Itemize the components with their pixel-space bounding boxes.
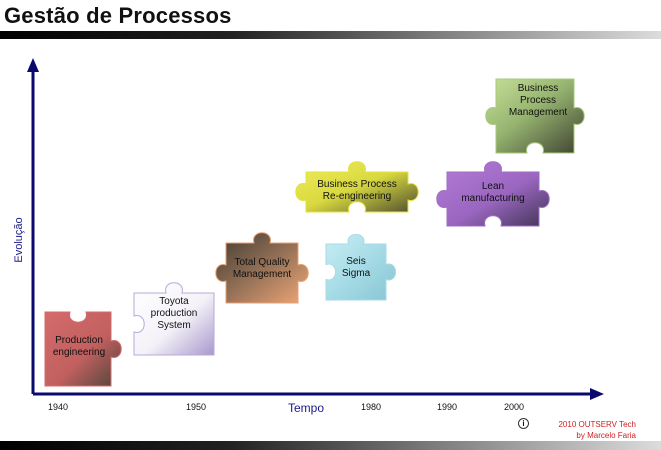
puzzle-piece-label: Total Quality Management	[233, 257, 292, 280]
puzzle-piece-label: Seis Sigma	[342, 256, 371, 279]
puzzle-piece-label: Toyota production System	[151, 296, 198, 331]
credit-line-2: by Marcelo Faria	[576, 431, 636, 440]
tick-1950: 1950	[186, 402, 206, 412]
puzzle-piece-label: Production engineering	[53, 335, 105, 358]
tick-1940: 1940	[48, 402, 68, 412]
puzzle-piece-shape	[44, 311, 122, 387]
puzzle-piece-production-engineering: Production engineering	[44, 311, 122, 387]
puzzle-piece-total-quality-management: Total Quality Management	[215, 232, 309, 304]
puzzle-piece-shape	[295, 161, 419, 213]
tick-2000: 2000	[504, 402, 524, 412]
x-axis-arrowhead	[590, 388, 604, 400]
footer-divider	[0, 441, 661, 450]
tick-1980: 1980	[361, 402, 381, 412]
y-axis-label: Evolução	[13, 217, 25, 262]
puzzle-piece-shape	[485, 78, 585, 154]
puzzle-piece-seis-sigma: Seis Sigma	[325, 233, 397, 301]
credit-block: 2010 OUTSERV Tech by Marcelo Faria	[516, 419, 636, 441]
puzzle-piece-toyota-production-system: Toyota production System	[133, 282, 215, 356]
puzzle-piece-label: Lean manufacturing	[461, 181, 524, 204]
puzzle-piece-shape	[436, 161, 550, 227]
puzzle-piece-shape	[325, 233, 397, 301]
puzzle-piece-business-process-management: Business Process Management	[485, 78, 585, 154]
puzzle-piece-label: Business Process Management	[509, 83, 568, 118]
puzzle-pieces: Production engineering Toyota production Sys…	[44, 78, 585, 387]
puzzle-piece-label: Business Process Re-engineering	[317, 179, 396, 202]
puzzle-piece-business-process-reengineering: Business Process Re-engineering	[295, 161, 419, 213]
info-circle-icon: i	[518, 418, 529, 429]
credit-line-1: 2010 OUTSERV Tech	[558, 420, 636, 429]
puzzle-piece-shape	[133, 282, 215, 356]
page-title: Gestão de Processos	[4, 3, 232, 28]
puzzle-piece-shape	[215, 232, 309, 304]
title-divider	[0, 31, 661, 39]
y-axis-arrowhead	[27, 58, 39, 72]
tick-1990: 1990	[437, 402, 457, 412]
x-axis-label: Tempo	[288, 401, 324, 415]
puzzle-piece-lean-manufacturing: Lean manufacturing	[436, 161, 550, 227]
